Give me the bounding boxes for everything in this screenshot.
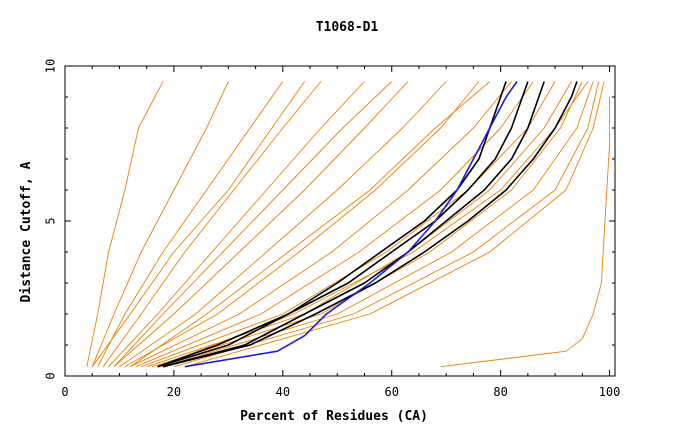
y-tick-label: 5 <box>44 217 58 224</box>
model-line <box>113 81 409 368</box>
highlight-black-line <box>157 81 529 368</box>
highlight-blue-line <box>184 81 518 368</box>
model-line <box>162 81 594 368</box>
y-tick-label: 10 <box>44 59 58 73</box>
model-line <box>91 81 229 367</box>
model-line <box>113 81 393 368</box>
model-line <box>173 81 600 368</box>
model-line <box>86 81 164 367</box>
model-line <box>119 81 447 368</box>
model-line <box>124 81 480 368</box>
highlight-black-line <box>162 81 545 368</box>
x-tick-label: 20 <box>167 385 181 399</box>
highlight-black-line <box>162 81 578 368</box>
plot-lines <box>86 81 611 368</box>
model-line <box>130 81 512 368</box>
y-tick-label: 0 <box>44 372 58 379</box>
y-axis-label: Distance Cutoff, A <box>19 161 34 302</box>
model-line <box>108 81 365 368</box>
model-line <box>141 81 556 368</box>
x-axis-label: Percent of Residues (CA) <box>240 409 428 424</box>
model-line <box>440 97 611 368</box>
x-tick-label: 80 <box>493 385 507 399</box>
x-tick-label: 100 <box>599 385 621 399</box>
chart-title: T1068-D1 <box>316 20 379 35</box>
model-line <box>135 81 534 368</box>
model-line <box>91 81 305 367</box>
x-axis: 0 20 40 60 80 100 <box>61 66 620 399</box>
model-line <box>102 81 322 367</box>
x-tick-label: 0 <box>61 385 68 399</box>
model-line <box>146 81 572 368</box>
x-tick-label: 60 <box>385 385 399 399</box>
model-line <box>130 81 491 368</box>
model-line <box>157 81 589 368</box>
model-line <box>97 81 284 367</box>
x-tick-label: 40 <box>276 385 290 399</box>
plot-frame <box>64 65 616 377</box>
y-axis: 0 5 10 <box>44 59 615 380</box>
model-line <box>184 81 605 368</box>
model-line <box>151 81 583 368</box>
highlight-black-line <box>157 81 507 368</box>
